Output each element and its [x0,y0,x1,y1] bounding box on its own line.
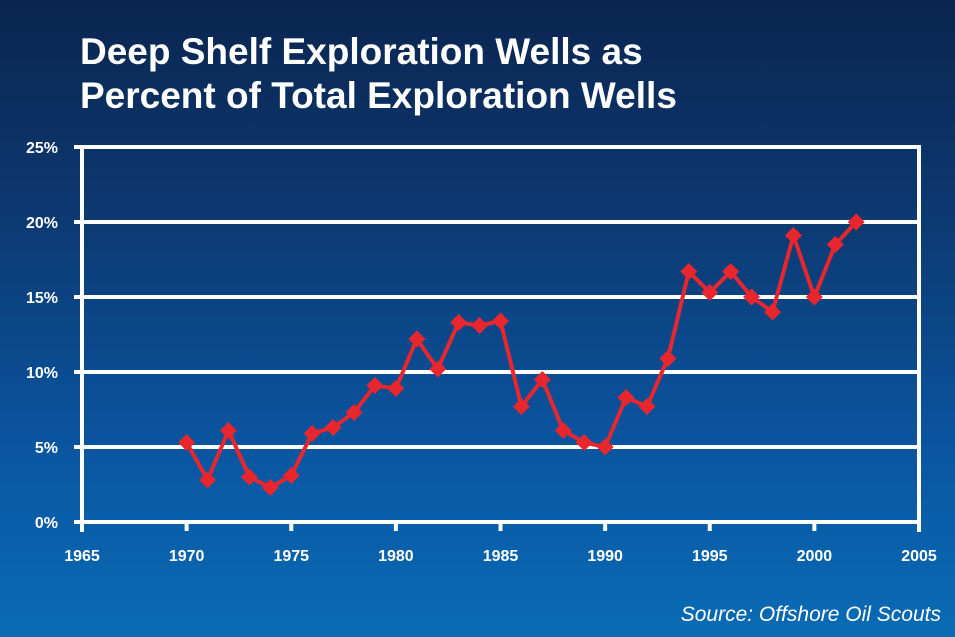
data-point-marker [575,434,593,451]
chart-title-line-2: Percent of Total Exploration Wells [80,75,677,116]
x-tick-label: 1990 [587,548,623,565]
data-point-marker [533,371,551,388]
data-point-marker [345,404,363,421]
data-point-marker [492,312,509,330]
axes [80,145,921,532]
data-point-marker [743,288,761,306]
data-point-marker [847,213,865,231]
data-point-marker [471,317,489,334]
x-axis-ticks: 1965 1970 1975 1980 1985 1990 1995 2000 2005 [64,522,937,565]
y-axis-ticks: 0% 5% 10% 15% 20% 25% [26,140,58,532]
data-point-marker [387,380,405,397]
y-tick-label: 5% [35,440,58,457]
x-tick-label: 1975 [273,548,309,565]
x-tick-label: 1985 [483,548,519,565]
series-group [178,213,865,496]
chart-title: Deep Shelf Exploration Wells as Percent … [80,30,940,118]
x-tick-label: 1965 [64,548,100,565]
data-point-marker [826,236,844,253]
data-point-marker [324,419,342,436]
source-note: Source: Offshore Oil Scouts [680,603,941,626]
y-tick-label: 10% [26,365,58,382]
x-tick-label: 1970 [169,548,205,565]
data-point-marker [596,438,614,456]
data-point-marker [680,263,698,280]
x-tick-label: 2000 [797,548,833,565]
data-point-marker [722,263,740,280]
data-point-marker [261,479,279,496]
data-point-marker [784,227,802,244]
data-point-marker [701,284,719,301]
data-point-marker [408,330,426,348]
x-tick-label: 1980 [378,548,414,565]
data-point-marker [659,350,677,367]
data-point-marker [805,288,823,306]
data-point-marker [617,389,635,406]
data-point-marker [638,398,656,415]
data-point-marker [282,467,300,484]
y-tick-label: 15% [26,290,58,307]
data-point-marker [219,422,237,439]
data-point-marker [429,360,447,378]
y-tick-label: 25% [26,140,58,157]
data-point-marker [554,422,572,439]
y-tick-label: 0% [35,515,58,532]
data-point-marker [450,314,468,331]
data-point-marker [240,468,258,486]
chart-title-line-1: Deep Shelf Exploration Wells as [80,31,643,72]
data-point-marker [366,377,384,394]
data-point-marker [178,434,196,451]
data-point-marker [764,303,782,321]
y-tick-label: 20% [26,215,58,232]
data-point-marker [199,471,217,489]
x-tick-label: 1995 [692,548,728,565]
data-point-marker [303,425,321,442]
x-tick-label: 2005 [901,548,937,565]
data-point-marker [512,398,530,415]
